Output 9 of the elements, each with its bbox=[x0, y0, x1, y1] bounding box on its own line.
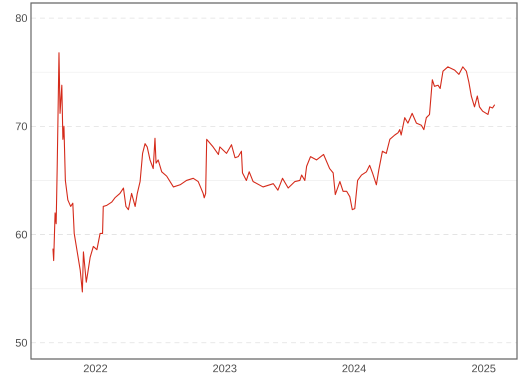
y-tick-label: 80 bbox=[16, 14, 28, 22]
x-tick-label: 2025 bbox=[472, 364, 496, 372]
y-tick-label: 60 bbox=[16, 230, 28, 238]
line-series bbox=[52, 52, 496, 292]
x-tick-label: 2023 bbox=[213, 364, 236, 372]
x-tick-label: 2022 bbox=[84, 364, 108, 372]
y-tick-label: 70 bbox=[16, 122, 28, 130]
x-tick-label: 2024 bbox=[342, 364, 366, 372]
y-tick-label: 50 bbox=[16, 338, 28, 347]
